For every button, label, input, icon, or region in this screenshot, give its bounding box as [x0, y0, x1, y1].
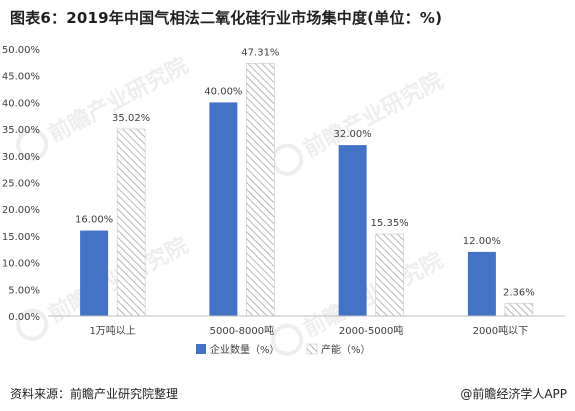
source-note: 资料来源：前瞻产业研究院整理 [10, 387, 179, 401]
x-tick-label: 1万吨以上 [89, 324, 135, 337]
y-tick-label: 45.00% [2, 72, 40, 83]
bar-capacity [375, 233, 404, 317]
legend-label-company-count: 企业数量（%） [210, 343, 280, 356]
legend: 企业数量（%） 产能（%） [196, 343, 371, 356]
data-label: 2.36% [503, 287, 535, 298]
y-tick-label: 25.00% [2, 179, 40, 190]
y-tick-label: 20.00% [2, 205, 40, 216]
y-tick-label: 40.00% [2, 98, 40, 109]
y-tick-label: 5.00% [8, 285, 40, 296]
data-label: 15.35% [371, 218, 409, 229]
x-tick-label: 2000-5000吨 [339, 324, 404, 337]
bar-capacity [504, 303, 534, 317]
data-label: 35.02% [112, 113, 150, 124]
data-label: 12.00% [463, 236, 501, 247]
bar-company-count [80, 230, 109, 316]
bar-company-count [467, 251, 496, 316]
legend-swatch-capacity [306, 343, 318, 355]
x-tick-label: 2000吨以下 [473, 324, 528, 337]
watermark-logo [271, 143, 304, 176]
y-tick-label: 0.00% [8, 312, 40, 323]
watermark-logo [271, 323, 304, 356]
watermark-logo [16, 128, 49, 161]
data-label: 40.00% [204, 86, 242, 97]
data-label: 47.31% [241, 47, 279, 58]
y-tick-label: 30.00% [2, 152, 40, 163]
x-tick-label: 5000-8000吨 [210, 324, 275, 337]
watermark-text: 前瞻产业研究院 [299, 67, 447, 162]
y-tick-label: 50.00% [2, 45, 40, 56]
y-tick-label: 35.00% [2, 125, 40, 136]
legend-swatch-company-count [196, 344, 206, 354]
bars-layer: 16.00% 35.02% 40.00% 47.31% 32.00% 15.35% 12.0… [75, 47, 535, 317]
y-axis: 0.00% 5.00% 10.00% 15.00% 20.00% 25.00% 30.00%… [2, 45, 40, 323]
x-axis: 1万吨以上 5000-8000吨 2000-5000吨 2000吨以下 [48, 315, 565, 337]
legend-label-capacity: 产能（%） [321, 343, 371, 356]
bar-capacity [116, 128, 146, 317]
chart-title: 图表6：2019年中国气相法二氧化硅行业市场集中度(单位：%) [10, 9, 443, 27]
bar-capacity [246, 63, 275, 317]
bar-company-count [338, 145, 367, 316]
watermark: 前瞻产业研究院 [16, 52, 192, 161]
y-tick-label: 15.00% [2, 232, 40, 243]
y-tick-label: 10.00% [2, 259, 40, 270]
bar-company-count [209, 102, 238, 317]
data-label: 32.00% [334, 129, 372, 140]
credit-note: @前瞻经济学人APP [460, 387, 567, 401]
watermark-logo [16, 308, 49, 341]
data-label: 16.00% [75, 215, 113, 226]
